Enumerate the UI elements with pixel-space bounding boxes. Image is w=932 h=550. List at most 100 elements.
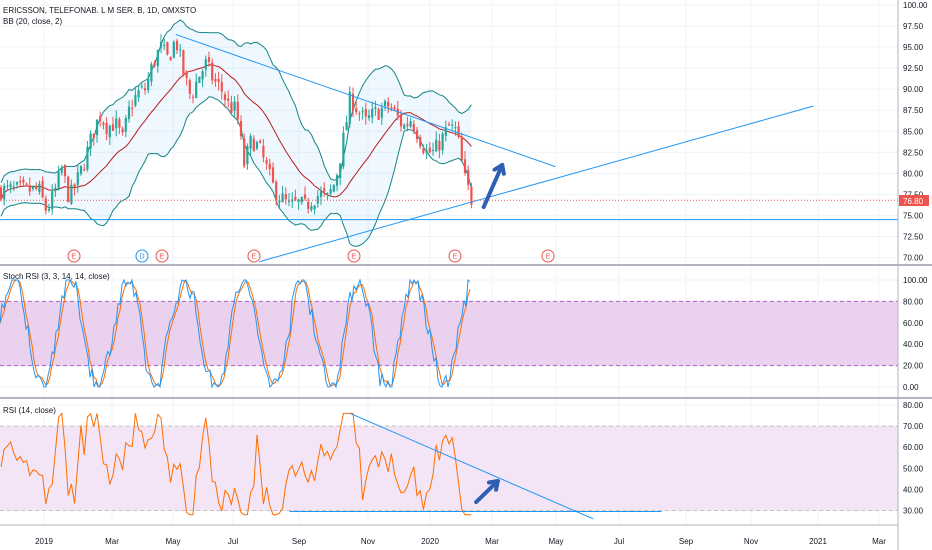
candle-body (451, 124, 454, 126)
candle-body (377, 109, 380, 120)
rsi-line (0, 412, 472, 516)
time-axis-label: Nov (744, 537, 758, 546)
rsi-label[interactable]: RSI (14, close) (3, 406, 56, 415)
candle-body (393, 107, 396, 110)
candle-body (118, 119, 121, 128)
axis-tick-label: 85.00 (903, 127, 924, 136)
ascending-trendline[interactable] (259, 105, 814, 263)
candle-body (217, 78, 220, 83)
candle-body (457, 125, 460, 137)
candle-body (438, 141, 441, 151)
candle-body (339, 163, 342, 179)
axis-tick-label: 92.50 (903, 64, 924, 73)
rsi-descending-trendline[interactable] (350, 412, 594, 520)
candle-body (291, 199, 294, 202)
price-axis[interactable]: 100.00 97.50 95.00 92.50 90.00 87.50 85.00 82.5… (903, 1, 928, 263)
marker-circle (448, 249, 462, 263)
candle-body (326, 192, 329, 194)
axis-tick-label: 75.00 (903, 211, 924, 220)
candle-body (28, 185, 31, 192)
candle-body (204, 59, 207, 70)
candle-body (284, 194, 287, 200)
candle-body (35, 185, 38, 190)
candle-body (307, 201, 310, 209)
candle-body (371, 108, 374, 118)
candle-body (467, 170, 470, 185)
candle-body (22, 179, 25, 183)
candle-body (137, 90, 140, 98)
candle-body (223, 94, 227, 101)
candle-body (191, 96, 195, 98)
candle-body (329, 189, 332, 194)
candle-body (444, 127, 447, 136)
candle-body (131, 107, 134, 109)
candle-body (262, 145, 265, 158)
candle-body (102, 122, 105, 125)
marker-circle (135, 249, 149, 263)
candle-body (364, 109, 367, 117)
candle-body (275, 181, 278, 201)
candle-body (124, 117, 127, 132)
candle-body (121, 128, 124, 133)
marker-label: E (252, 254, 257, 261)
marker-circle (247, 249, 261, 263)
candle-body (201, 71, 204, 80)
candle-body (0, 187, 3, 200)
candle-body (249, 136, 252, 149)
candle-body (25, 183, 28, 185)
marker-circle (347, 249, 361, 263)
candle-body (19, 181, 22, 183)
up-arrow-icon[interactable] (481, 162, 506, 209)
earnings-marker: E (448, 249, 462, 263)
earnings-marker: D (135, 249, 149, 263)
bb-indicator-label[interactable]: BB (20, close, 2) (3, 17, 62, 26)
stoch-rsi-label[interactable]: Stoch RSI (3, 3, 14, 14, close) (3, 272, 110, 281)
candle-body (153, 62, 156, 66)
axis-tick-label: 87.50 (903, 106, 924, 115)
candle-body (454, 127, 457, 129)
descending-trendline[interactable] (175, 33, 556, 168)
axis-tick-label: 82.50 (903, 148, 924, 157)
candle-body (44, 198, 47, 211)
time-axis[interactable]: 2019 Mar May Jul Sep Nov 2020 Mar May Jul Sep Nov 20… (35, 537, 886, 546)
last-price-badge: 76.80 (899, 195, 929, 206)
candle-body (156, 50, 159, 67)
candle-body (463, 159, 467, 174)
stoch-rsi-pane[interactable] (0, 278, 898, 389)
rsi-band-fill (0, 426, 898, 511)
candle-body (175, 40, 179, 51)
candle-body (188, 80, 191, 94)
candle-body (390, 107, 393, 110)
candle-body (268, 163, 271, 170)
time-axis-label: Sep (292, 537, 307, 546)
earnings-marker: E (347, 249, 361, 263)
marker-label: D (139, 254, 144, 261)
candle-body (182, 50, 185, 75)
candle-body (195, 81, 198, 98)
up-arrow-icon[interactable] (474, 478, 500, 505)
candle-body (227, 98, 230, 101)
candle-body (383, 101, 387, 107)
rsi-axis[interactable]: 80.00 70.00 60.00 50.00 40.00 30.00 (903, 401, 924, 516)
candle-body (73, 184, 76, 188)
marker-label: E (72, 254, 77, 261)
time-axis-label: Sep (679, 537, 694, 546)
bollinger-lower-band (0, 96, 472, 247)
candle-body (243, 138, 246, 167)
candle-body (143, 88, 147, 91)
candle-body (115, 118, 118, 129)
axis-tick-label: 60.00 (903, 319, 924, 328)
axis-tick-label: 20.00 (903, 362, 924, 371)
axis-tick-label: 70.00 (903, 422, 924, 431)
rsi-pane[interactable] (0, 412, 898, 520)
candle-body (287, 200, 291, 202)
earnings-marker: E (247, 249, 261, 263)
time-axis-label: Jul (228, 537, 238, 546)
axis-tick-label: 100.00 (903, 1, 928, 10)
candle-body (271, 167, 275, 183)
stoch-rsi-axis[interactable]: 100.00 80.00 60.00 40.00 20.00 0.00 (903, 276, 928, 392)
